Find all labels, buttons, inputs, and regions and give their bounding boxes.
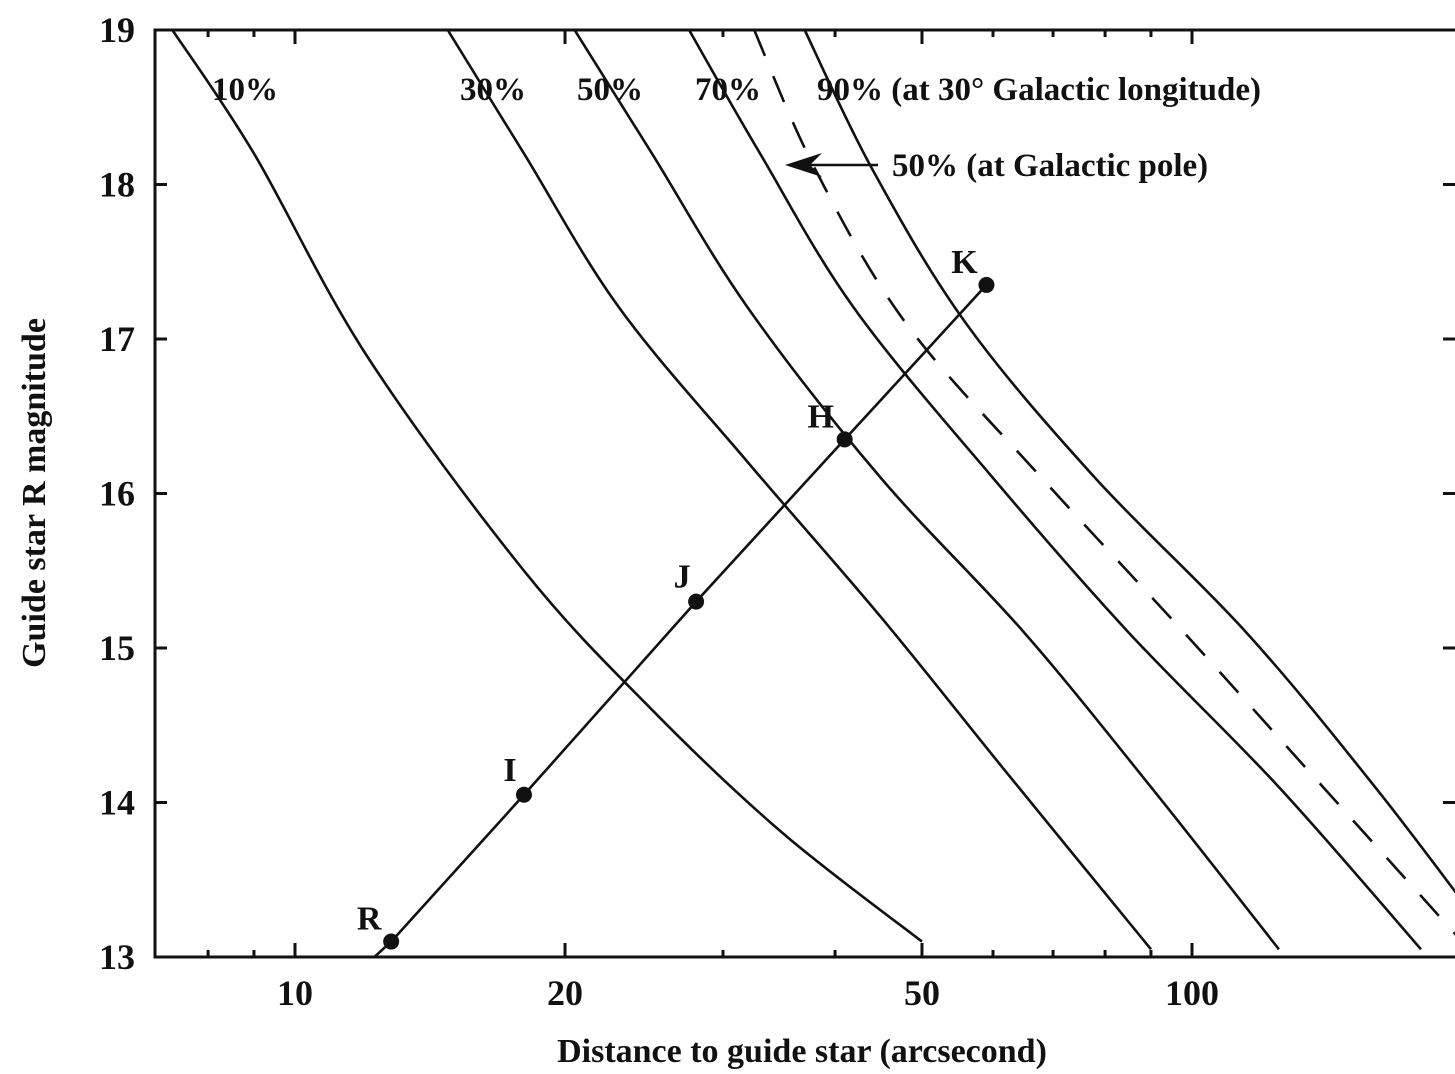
band-point <box>978 276 995 293</box>
band-label: H <box>807 398 833 435</box>
curve <box>171 30 923 943</box>
curve <box>687 30 1422 951</box>
curve-label: 90% (at 30° Galactic longitude) <box>817 72 1261 108</box>
curve-label: 30% <box>460 72 526 108</box>
band-label: R <box>357 901 382 938</box>
labels: R I J H K 10% 30% 50% 70% 90% (at 30° Galactic lo… <box>212 72 1261 950</box>
x-tick-label: 10 <box>277 973 313 1013</box>
x-tick-label: 50 <box>904 973 940 1013</box>
curve-label: 70% <box>695 72 761 108</box>
y-tick-label: 18 <box>99 165 135 205</box>
y-tick-label: 14 <box>99 783 135 823</box>
band-line <box>390 284 988 943</box>
curve-label: 50% <box>577 72 643 108</box>
y-tick-label: 13 <box>99 937 135 977</box>
curve <box>573 30 1280 951</box>
band-point <box>515 786 532 803</box>
y-tick-label: 19 <box>99 10 135 50</box>
curve <box>446 30 1153 951</box>
band-point <box>836 431 853 448</box>
band-label: J <box>674 559 691 596</box>
band-label: I <box>503 752 516 789</box>
annotation-label: 50% (at Galactic pole) <box>892 148 1208 184</box>
y-tick-label: 15 <box>99 628 135 668</box>
x-axis-label: Distance to guide star (arcsecond) <box>557 1033 1047 1070</box>
band-label: K <box>951 244 978 281</box>
curve <box>803 30 1455 894</box>
annotation-arrowhead <box>785 153 822 177</box>
band-point <box>383 933 400 950</box>
y-tick-label: 16 <box>99 474 135 514</box>
curve-label: 10% <box>212 72 278 108</box>
axis-ticks: 13 14 15 16 17 18 19 10 20 50 100 <box>99 10 1455 1013</box>
x-tick-label: 100 <box>1165 973 1219 1013</box>
x-tick-label: 20 <box>547 973 583 1013</box>
y-axis-label: Guide star R magnitude <box>16 318 53 668</box>
y-tick-label: 17 <box>99 319 135 359</box>
band-point <box>688 593 705 610</box>
